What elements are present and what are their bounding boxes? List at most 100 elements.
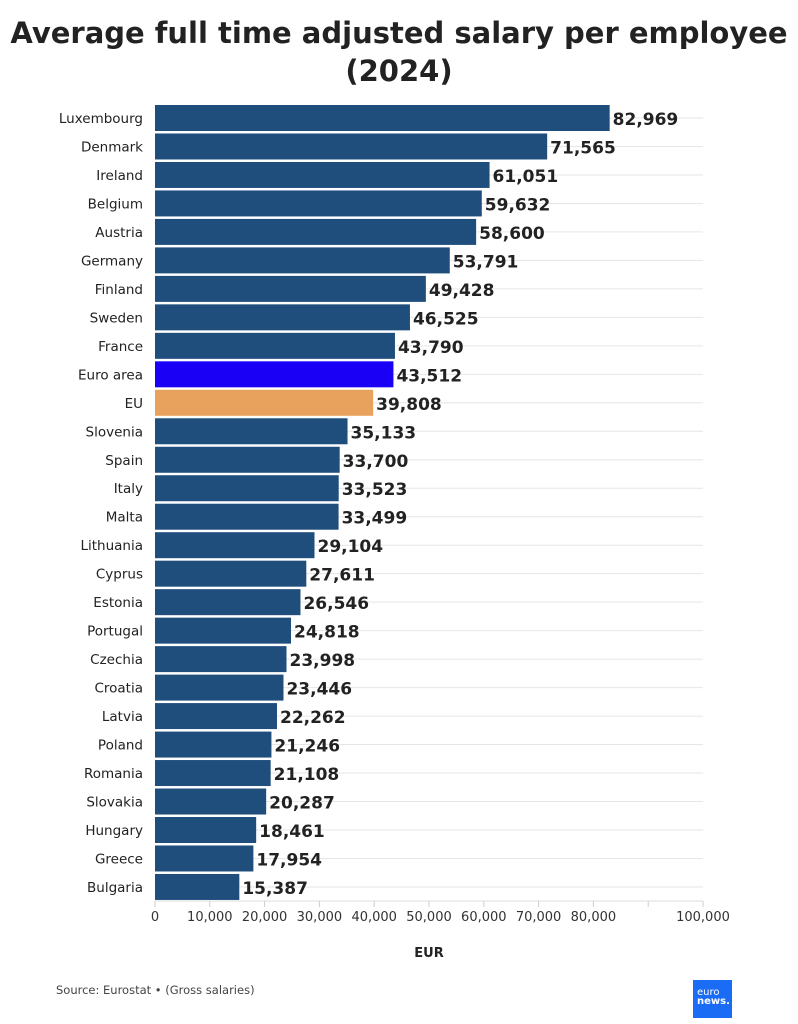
category-label: Portugal [87, 624, 143, 640]
source-note: Source: Eurostat • (Gross salaries) [56, 983, 255, 997]
bar-malta [155, 503, 339, 530]
x-tick-label: 0 [151, 910, 159, 925]
category-label: EU [125, 396, 143, 412]
value-label: 39,808 [376, 395, 442, 415]
category-label: Greece [95, 851, 143, 867]
value-label: 29,104 [317, 537, 383, 557]
category-label: Germany [81, 253, 143, 269]
category-label: France [98, 339, 143, 355]
bar-denmark [155, 133, 548, 160]
value-label: 71,565 [550, 138, 616, 158]
bar-luxembourg [155, 105, 610, 131]
value-label: 22,262 [280, 708, 346, 728]
bar-greece [155, 845, 254, 872]
value-label: 18,461 [259, 822, 325, 842]
euronews-logo: euro news. [693, 980, 732, 1018]
value-label: 33,523 [342, 480, 408, 500]
category-label: Luxembourg [59, 111, 143, 127]
value-label: 33,499 [342, 509, 408, 529]
category-label: Cyprus [96, 567, 143, 583]
x-tick-label: 10,000 [187, 910, 233, 925]
category-label: Poland [98, 738, 143, 754]
category-label: Austria [95, 225, 143, 241]
category-label: Italy [114, 481, 143, 497]
category-label: Malta [106, 510, 143, 526]
x-tick-label: 20,000 [242, 910, 288, 925]
bar-croatia [155, 674, 284, 701]
category-label: Czechia [90, 652, 143, 668]
bar-slovakia [155, 788, 267, 815]
category-label: Euro area [78, 367, 143, 383]
bar-romania [155, 760, 271, 787]
value-label: 49,428 [429, 281, 495, 301]
bar-hungary [155, 817, 257, 843]
bar-poland [155, 731, 272, 758]
value-label: 59,632 [485, 195, 551, 215]
bar-spain [155, 446, 340, 473]
x-tick-label: 70,000 [516, 910, 562, 925]
value-label: 26,546 [303, 594, 369, 614]
category-label: Lithuania [80, 538, 143, 554]
bar-estonia [155, 589, 301, 616]
value-label: 58,600 [479, 224, 545, 244]
bar-lithuania [155, 532, 315, 559]
bar-ireland [155, 161, 490, 188]
category-label: Croatia [94, 681, 143, 697]
bar-portugal [155, 617, 292, 644]
value-label: 35,133 [351, 423, 417, 443]
value-label: 43,790 [398, 338, 464, 358]
bar-germany [155, 247, 450, 274]
value-label: 33,700 [343, 452, 409, 472]
category-label: Denmark [81, 139, 143, 155]
value-label: 82,969 [613, 110, 679, 130]
category-label: Slovenia [86, 424, 143, 440]
category-label: Spain [105, 453, 143, 469]
value-label: 46,525 [413, 309, 479, 329]
bar-bulgaria [155, 873, 240, 900]
logo-text-1: euro [697, 987, 720, 998]
value-label: 43,512 [396, 366, 462, 386]
x-tick-label: 30,000 [297, 910, 343, 925]
value-label: 21,246 [274, 737, 340, 757]
value-label: 20,287 [269, 794, 335, 814]
bar-finland [155, 275, 426, 302]
bar-eu [155, 389, 374, 416]
bar-euro-area [155, 361, 394, 388]
category-label: Romania [84, 766, 143, 782]
value-label: 24,818 [294, 623, 360, 643]
bar-italy [155, 475, 339, 502]
category-label: Ireland [96, 168, 143, 184]
bar-austria [155, 218, 477, 245]
value-label: 15,387 [242, 879, 308, 899]
value-label: 61,051 [493, 167, 559, 187]
category-label: Estonia [93, 595, 143, 611]
value-label: 23,998 [290, 651, 356, 671]
x-axis-title: EUR [414, 946, 443, 961]
category-label: Belgium [88, 196, 143, 212]
category-label: Bulgaria [87, 880, 143, 896]
category-label: Sweden [90, 310, 143, 326]
x-tick-label: 50,000 [406, 910, 452, 925]
logo-text-2: news. [697, 996, 730, 1007]
category-label: Finland [95, 282, 143, 298]
x-tick-label: 60,000 [461, 910, 507, 925]
category-label: Hungary [85, 823, 143, 839]
value-label: 21,108 [274, 765, 340, 785]
bar-cyprus [155, 560, 307, 587]
bar-latvia [155, 703, 277, 730]
chart-title: Average full time adjusted salary per em… [10, 16, 788, 88]
bar-france [155, 332, 395, 359]
value-label: 23,446 [286, 680, 352, 700]
value-label: 17,954 [256, 850, 322, 870]
value-label: 53,791 [453, 252, 519, 272]
category-label: Slovakia [86, 795, 143, 811]
bar-sweden [155, 304, 410, 331]
x-tick-label: 100,000 [676, 910, 730, 925]
bar-slovenia [155, 418, 348, 445]
value-label: 27,611 [309, 566, 375, 586]
bar-czechia [155, 646, 287, 673]
x-tick-label: 40,000 [351, 910, 397, 925]
category-label: Latvia [102, 709, 143, 725]
bar-belgium [155, 190, 482, 217]
